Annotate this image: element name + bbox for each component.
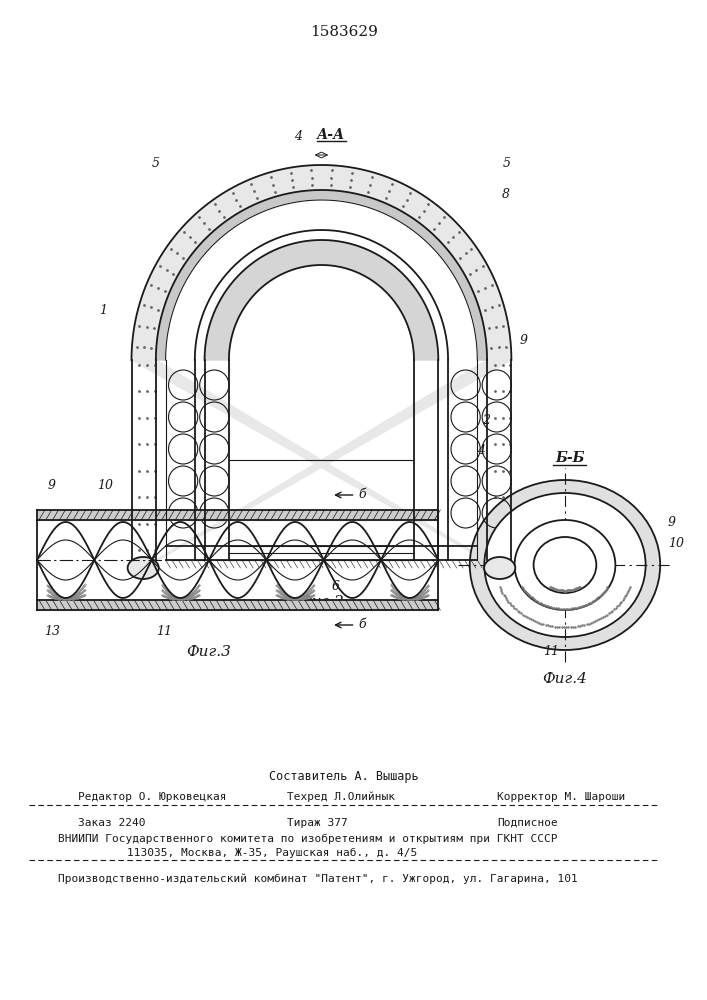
Polygon shape xyxy=(204,240,438,360)
Text: 113035, Москва, Ж-35, Раушская наб., д. 4/5: 113035, Москва, Ж-35, Раушская наб., д. … xyxy=(127,848,417,858)
Text: 9: 9 xyxy=(47,479,56,492)
Ellipse shape xyxy=(484,493,645,637)
Text: 4: 4 xyxy=(477,444,485,456)
Text: 10: 10 xyxy=(97,479,113,492)
Text: 11: 11 xyxy=(543,645,559,658)
Text: Фиг.4: Фиг.4 xyxy=(542,672,588,686)
Text: 4: 4 xyxy=(294,130,302,143)
Ellipse shape xyxy=(469,480,660,650)
Text: Производственно-издательский комбинат "Патент", г. Ужгород, ул. Гагарина, 101: Производственно-издательский комбинат "П… xyxy=(59,874,578,884)
Text: А-А: А-А xyxy=(317,128,345,142)
Text: Фиг.3: Фиг.3 xyxy=(186,645,231,659)
Ellipse shape xyxy=(484,557,515,579)
Text: 2: 2 xyxy=(482,414,490,426)
Ellipse shape xyxy=(515,520,615,610)
Polygon shape xyxy=(156,190,487,360)
Text: 9: 9 xyxy=(519,334,527,347)
Text: Заказ 2240: Заказ 2240 xyxy=(78,818,146,828)
Text: Редактор О. Юрковецкая: Редактор О. Юрковецкая xyxy=(78,792,226,802)
Text: Составитель А. Вышарь: Составитель А. Вышарь xyxy=(269,770,419,783)
Text: 5: 5 xyxy=(152,157,160,170)
Polygon shape xyxy=(165,200,477,360)
Text: Корректор М. Шароши: Корректор М. Шароши xyxy=(497,792,625,802)
Text: 1583629: 1583629 xyxy=(310,25,378,39)
Text: 11: 11 xyxy=(156,625,172,638)
Polygon shape xyxy=(37,600,438,610)
Text: Б-Б: Б-Б xyxy=(555,451,585,465)
Text: Техред Л.Олийнык: Техред Л.Олийнык xyxy=(287,792,395,802)
Text: 10: 10 xyxy=(668,537,684,550)
Text: б: б xyxy=(358,618,366,632)
Ellipse shape xyxy=(127,557,159,579)
Text: Фиг.2: Фиг.2 xyxy=(299,595,344,609)
Text: 6: 6 xyxy=(332,580,340,593)
Text: ВНИИПИ Государственного комитета по изобретениям и открытиям при ГКНТ СССР: ВНИИПИ Государственного комитета по изоб… xyxy=(59,834,558,844)
Text: Тираж 377: Тираж 377 xyxy=(287,818,348,828)
Text: 1: 1 xyxy=(99,304,107,316)
Polygon shape xyxy=(132,165,511,575)
Polygon shape xyxy=(37,510,438,520)
Text: Подписное: Подписное xyxy=(497,818,558,828)
Text: 9: 9 xyxy=(668,516,676,529)
Text: 13: 13 xyxy=(44,625,59,638)
Ellipse shape xyxy=(534,537,596,593)
Text: 5: 5 xyxy=(503,157,510,170)
Text: б: б xyxy=(358,488,366,502)
Text: 8: 8 xyxy=(502,188,510,202)
